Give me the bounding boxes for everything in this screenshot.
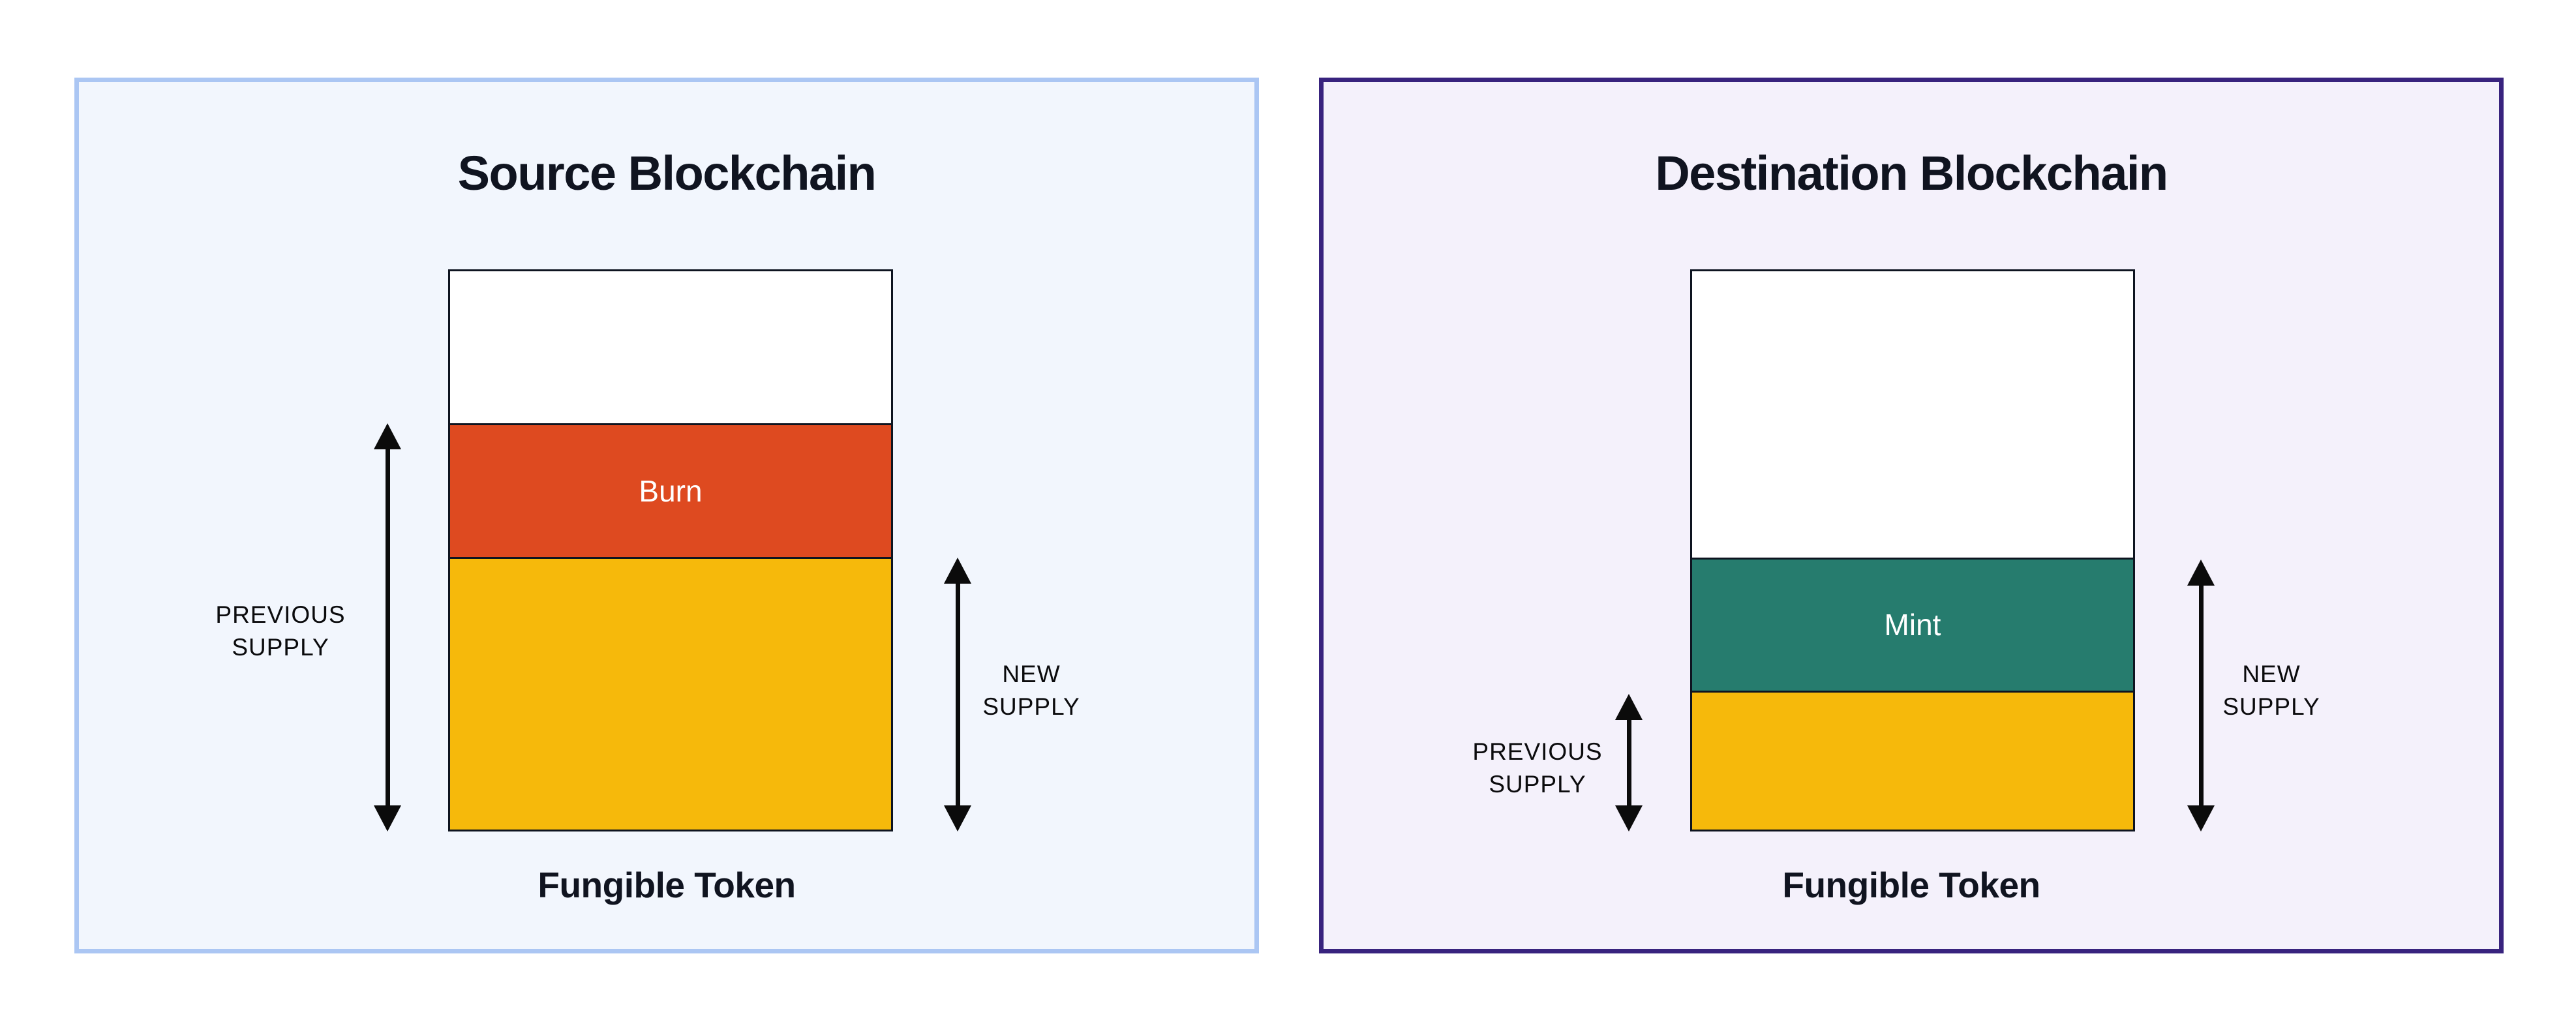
destination-panel-caption: Fungible Token	[1782, 865, 2040, 905]
label-line-2: SUPPLY	[232, 634, 329, 661]
destination-previous-supply-label: PREVIOUS SUPPLY	[1407, 736, 1668, 801]
mint-segment-label: Mint	[1884, 608, 1941, 642]
arrow-shaft	[955, 576, 960, 813]
source-panel: Source Blockchain Burn PREVIOUS SUPPLY N…	[74, 78, 1259, 953]
arrow-shaft	[2198, 578, 2204, 813]
destination-panel: Destination Blockchain Mint PREVIOUS SUP…	[1319, 78, 2504, 953]
source-panel-title: Source Blockchain	[457, 146, 877, 200]
label-line-1: NEW	[1002, 661, 1061, 687]
source-previous-supply-arrow	[374, 423, 401, 831]
label-line-1: NEW	[2242, 661, 2301, 687]
unallocated-segment	[1692, 271, 2133, 558]
label-line-1: PREVIOUS	[215, 601, 346, 628]
destination-new-supply-label: NEW SUPPLY	[2141, 658, 2402, 723]
burn-segment-label: Burn	[639, 474, 703, 509]
arrow-down-icon	[944, 805, 971, 831]
burn-segment: Burn	[450, 423, 891, 558]
label-line-1: PREVIOUS	[1472, 738, 1603, 765]
arrow-shaft	[1626, 712, 1631, 813]
destination-new-supply-arrow	[2187, 560, 2215, 831]
source-new-supply-arrow	[944, 558, 971, 831]
source-new-supply-label: NEW SUPPLY	[901, 658, 1162, 723]
source-panel-caption: Fungible Token	[538, 865, 796, 905]
unallocated-segment	[450, 271, 891, 423]
label-line-2: SUPPLY	[982, 693, 1080, 720]
mint-segment: Mint	[1692, 557, 2133, 691]
arrow-down-icon	[2187, 805, 2215, 831]
destination-previous-supply-arrow	[1615, 694, 1643, 831]
destination-panel-title: Destination Blockchain	[1655, 146, 2168, 200]
arrow-down-icon	[374, 805, 401, 831]
previous-supply-segment	[1692, 691, 2133, 830]
destination-token-bar: Mint	[1690, 269, 2135, 831]
remaining-supply-segment	[450, 557, 891, 830]
arrow-down-icon	[1615, 805, 1643, 831]
arrow-shaft	[385, 442, 390, 813]
source-previous-supply-label: PREVIOUS SUPPLY	[150, 599, 411, 664]
label-line-2: SUPPLY	[1489, 771, 1586, 798]
source-token-bar: Burn	[448, 269, 893, 831]
label-line-2: SUPPLY	[2222, 693, 2320, 720]
